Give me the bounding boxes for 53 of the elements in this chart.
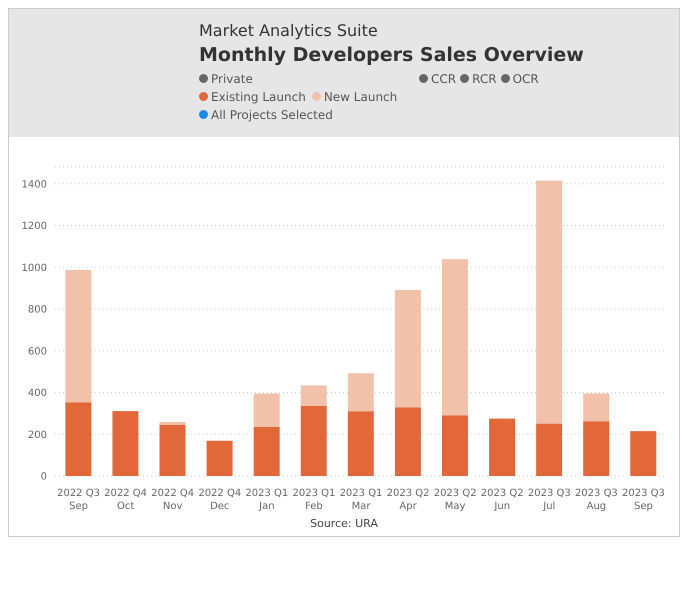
bar: [348, 373, 374, 412]
chart-title: Monthly Developers Sales Overview: [199, 44, 585, 66]
bar: [300, 385, 327, 406]
text: OCR: [512, 72, 539, 86]
text: CCR: [430, 72, 456, 86]
bar: [160, 425, 186, 476]
bar: [206, 440, 233, 476]
x-tick-label: 2023 Q2 May: [434, 488, 477, 512]
y-tick-label: 1400: [22, 179, 47, 190]
legend-label: New Launch: [322, 90, 398, 104]
bar: [65, 270, 92, 402]
x-tick-label: 2023 Q1 Jan: [245, 488, 288, 512]
x-tick-label: 2023 Q2 Jun: [480, 488, 524, 512]
bar: [630, 431, 656, 476]
bar: [65, 402, 92, 476]
y-tick-label: 800: [28, 304, 47, 316]
bar: [536, 180, 562, 424]
bar: [254, 426, 280, 476]
x-tick-label: 2023 Q3 Aug: [574, 488, 618, 512]
bar: [348, 411, 374, 476]
text: RCR: [471, 72, 497, 86]
y-tick-label: 400: [28, 388, 47, 400]
y-tick-label: 1000: [22, 262, 47, 274]
x-tick-label: 2023 Q3 Sep: [622, 488, 665, 512]
bar: [254, 394, 280, 427]
text: All Projects Selected: [210, 108, 333, 122]
bar: [300, 406, 327, 476]
bar: [583, 421, 610, 476]
x-tick-label: 2023 Q3 Jul: [528, 488, 571, 512]
x-tick-label: 2022 Q4 Nov: [151, 488, 194, 512]
legend-label: Existing Launch: [210, 90, 306, 104]
x-tick-label: 2023 Q1 Feb: [292, 488, 336, 512]
x-tick-label: 2022 Q4 Dec: [198, 488, 242, 512]
bar: [536, 424, 562, 476]
y-tick-label: 1200: [22, 221, 47, 232]
y-tick-label: 0: [40, 472, 47, 483]
bar: [583, 393, 610, 422]
bar: [160, 422, 186, 426]
chart-subtitle: Market Analytics Suite: [199, 21, 379, 40]
x-tick-label: 2023 Q1 Mar: [340, 488, 382, 512]
bar: [442, 259, 468, 416]
x-tick-label: 2023 Q2 Apr: [386, 488, 430, 512]
bar: [394, 408, 421, 476]
y-tick-label: 200: [28, 430, 47, 441]
text: Private: [210, 72, 253, 86]
bar: [489, 418, 516, 476]
x-tick-label: 2022 Q4 Oct: [104, 488, 148, 512]
bar: [112, 411, 138, 476]
bar: [394, 290, 421, 408]
x-tick-label: 2022 Q3 Sep: [57, 488, 100, 512]
y-tick-label: 600: [28, 346, 47, 358]
bar: [442, 415, 468, 476]
source-note: Source: URA: [309, 517, 379, 530]
